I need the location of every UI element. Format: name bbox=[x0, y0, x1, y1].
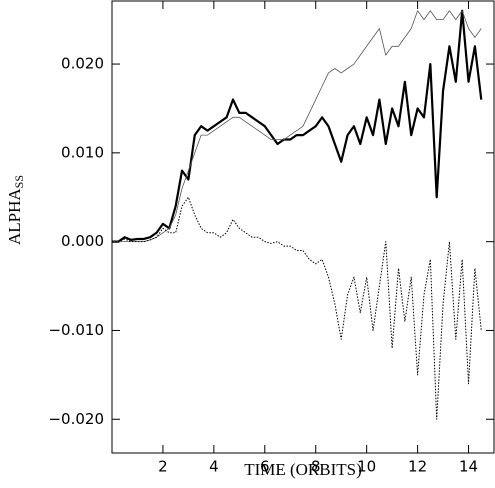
plot-frame bbox=[111, 0, 495, 454]
y-tick-label: −0.020 bbox=[48, 410, 104, 428]
x-tick-label: 8 bbox=[311, 458, 321, 476]
x-tick-label: 14 bbox=[459, 458, 478, 476]
x-tick-label: 6 bbox=[260, 458, 270, 476]
x-tick-label: 2 bbox=[158, 458, 168, 476]
x-tick-label: 10 bbox=[357, 458, 376, 476]
x-tick-label: 12 bbox=[408, 458, 427, 476]
y-axis-label: ALPHASS bbox=[5, 175, 26, 245]
line-series bbox=[112, 9, 483, 243]
x-axis-label: TIME (ORBITS) bbox=[244, 460, 362, 479]
line-series bbox=[112, 10, 482, 243]
x-tick-label: 4 bbox=[209, 458, 219, 476]
line-series bbox=[112, 196, 482, 420]
y-tick-label: −0.010 bbox=[48, 321, 104, 339]
y-tick-label: 0.020 bbox=[61, 55, 104, 73]
y-axis-label-subscript: SS bbox=[12, 175, 26, 188]
y-tick-label: 0.000 bbox=[61, 232, 104, 250]
y-axis-label-main: ALPHA bbox=[5, 188, 24, 245]
y-tick-label: 0.010 bbox=[61, 143, 104, 161]
